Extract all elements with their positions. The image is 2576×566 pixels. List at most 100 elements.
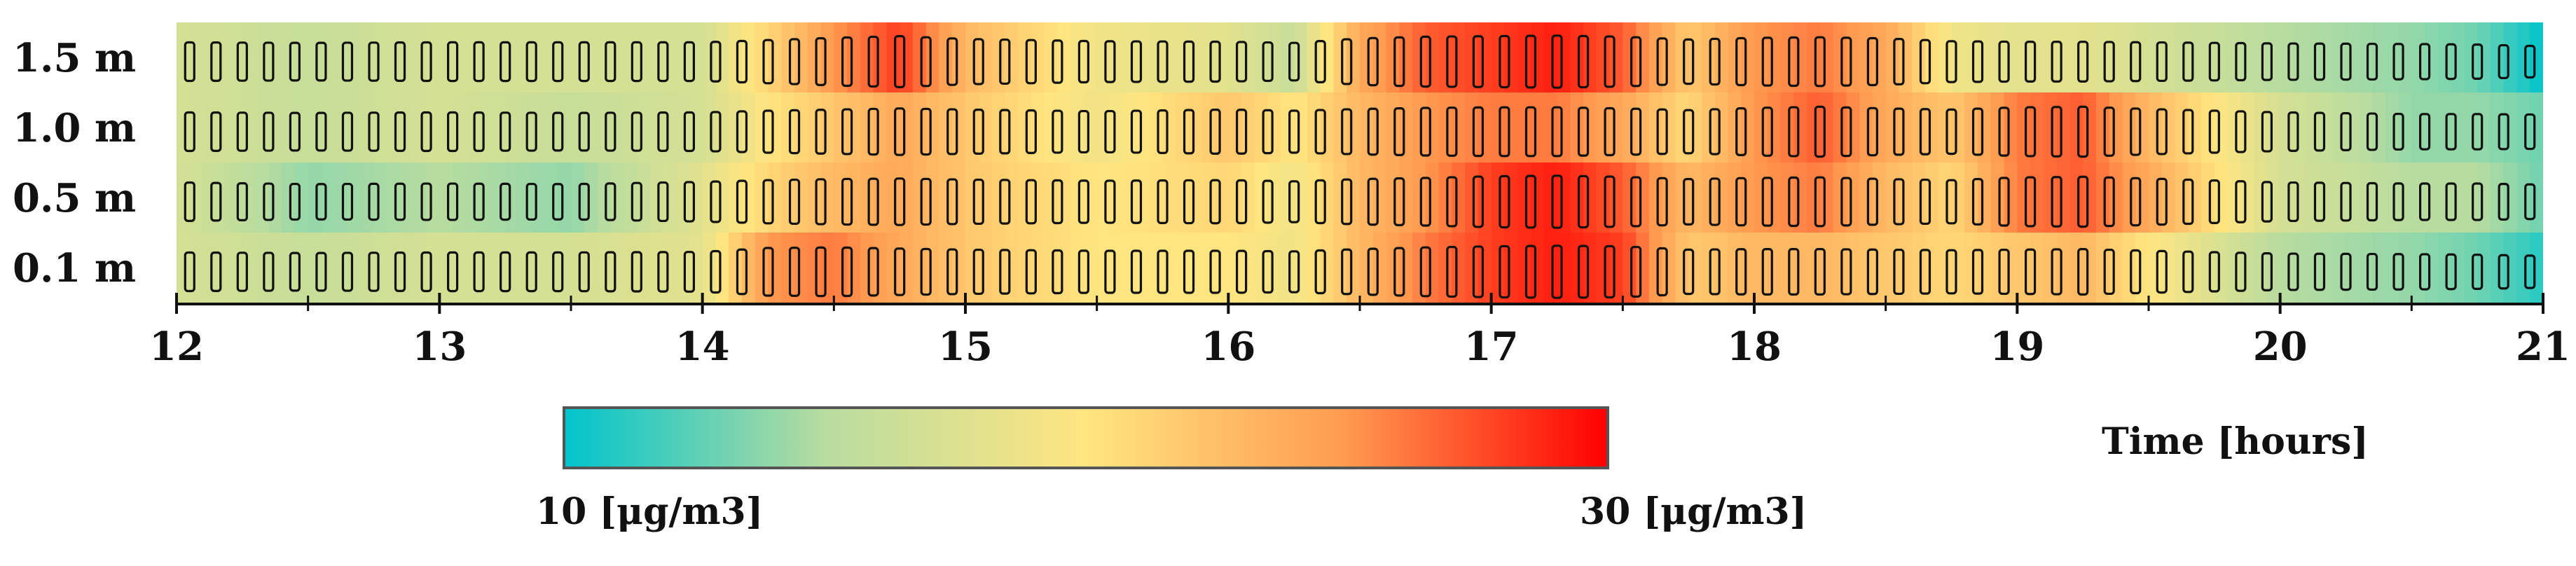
heatmap-cell: [1807, 163, 1821, 233]
heatmap-cell: [2319, 92, 2334, 163]
bar-glyph: [841, 246, 853, 298]
heatmap-cell: [229, 233, 243, 303]
heatmap-cell: [1780, 233, 1795, 303]
bar-glyph: [1656, 108, 1668, 156]
bar-glyph: [1183, 40, 1195, 83]
bar-glyph: [815, 109, 827, 155]
bar-glyph: [184, 181, 195, 222]
bar-glyph: [762, 39, 774, 85]
bar-glyph: [867, 35, 879, 88]
bar-glyph: [1314, 249, 1326, 295]
bar-glyph: [1840, 248, 1852, 296]
bar-glyph: [1419, 177, 1431, 227]
heatmap-cell: [2175, 163, 2189, 233]
bar-glyph: [1052, 179, 1063, 225]
heatmap-cell: [518, 233, 532, 303]
heatmap-cell: [1346, 163, 1361, 233]
bar-glyph: [920, 36, 932, 88]
bar-glyph: [1524, 34, 1537, 89]
heatmap-cell: [1609, 233, 1624, 303]
heatmap-cell: [965, 22, 979, 93]
heatmap-cell: [531, 233, 546, 303]
heatmap-cell: [387, 163, 401, 233]
heatmap-cell: [1005, 22, 1019, 93]
bar-glyph: [762, 247, 774, 297]
heatmap-cell: [1425, 163, 1440, 233]
heatmap-cell: [965, 233, 979, 303]
heatmap-cell: [781, 22, 795, 93]
x-tick-label: 17: [1464, 324, 1519, 370]
heatmap-cell: [1543, 163, 1558, 233]
bar-glyph: [1419, 35, 1431, 88]
heatmap-cell: [1924, 92, 1939, 163]
heatmap-cell: [2398, 233, 2413, 303]
heatmap-cell: [873, 163, 888, 233]
bar-glyph: [815, 246, 827, 298]
bar-glyph: [683, 41, 696, 83]
bar-glyph: [1866, 248, 1878, 296]
x-tick-label: 15: [938, 324, 993, 370]
bar-glyph: [525, 251, 537, 293]
heatmap-cell: [2280, 233, 2294, 303]
heatmap-cell: [1714, 22, 1729, 93]
heatmap-cell: [1899, 22, 1913, 93]
heatmap-cell: [2095, 233, 2110, 303]
heatmap-cell: [1662, 233, 1676, 303]
heatmap-cell: [912, 233, 927, 303]
bar-glyph: [2025, 176, 2037, 228]
heatmap-cell: [242, 22, 256, 93]
bar-glyph: [2524, 254, 2536, 289]
heatmap-cell: [1372, 233, 1387, 303]
heatmap-cell: [2346, 233, 2360, 303]
heatmap-cell: [768, 233, 783, 303]
heatmap-cell: [216, 163, 230, 233]
bar-glyph: [1735, 107, 1747, 156]
heatmap-cell: [505, 163, 519, 233]
heatmap-cell: [624, 92, 638, 163]
heatmap-cell: [387, 233, 401, 303]
heatmap-cell: [900, 22, 914, 93]
bar-glyph: [2445, 182, 2457, 221]
heatmap-cell: [1846, 22, 1860, 93]
heatmap-cell: [1425, 22, 1440, 93]
heatmap-cell: [1267, 233, 1282, 303]
heatmap-cell: [2266, 233, 2281, 303]
heatmap-cell: [387, 22, 401, 93]
heatmap-cell: [781, 163, 795, 233]
heatmap-cell: [1386, 22, 1400, 93]
heatmap-cell: [1807, 22, 1821, 93]
heatmap-cell: [2437, 22, 2452, 93]
heatmap-cell: [2516, 163, 2531, 233]
bar-glyph: [446, 41, 459, 83]
heatmap-cell: [1201, 22, 1216, 93]
bar-glyph: [2472, 254, 2484, 291]
bar-glyph: [788, 109, 801, 155]
bar-glyph: [1735, 248, 1747, 296]
heatmap-cell: [1543, 92, 1558, 163]
heatmap-cell: [610, 22, 624, 93]
bar-glyph: [2208, 109, 2220, 154]
heatmap-cell: [1215, 92, 1230, 163]
bar-glyph: [2472, 182, 2484, 221]
heatmap-cell: [531, 92, 546, 163]
bar-glyph: [1683, 248, 1695, 296]
heatmap-cell: [952, 22, 966, 93]
bar-glyph: [1919, 108, 1931, 156]
heatmap-cell: [912, 22, 927, 93]
heatmap-cell: [2069, 22, 2083, 93]
bar-glyph: [999, 249, 1011, 295]
heatmap-cell: [268, 163, 282, 233]
heatmap-cell: [1688, 163, 1702, 233]
heatmap-cell: [2083, 163, 2097, 233]
bar-glyph: [1998, 40, 2010, 83]
heatmap-cell: [2135, 22, 2149, 93]
heatmap-cell: [2490, 233, 2505, 303]
colorbar: [563, 406, 1609, 469]
heatmap-cell: [2188, 233, 2202, 303]
bar-glyph: [946, 108, 958, 156]
heatmap-cell: [1189, 22, 1203, 93]
bar-glyph: [1288, 41, 1300, 82]
heatmap-cell: [873, 22, 888, 93]
heatmap-cell: [741, 22, 756, 93]
heatmap-cell: [2293, 92, 2307, 163]
